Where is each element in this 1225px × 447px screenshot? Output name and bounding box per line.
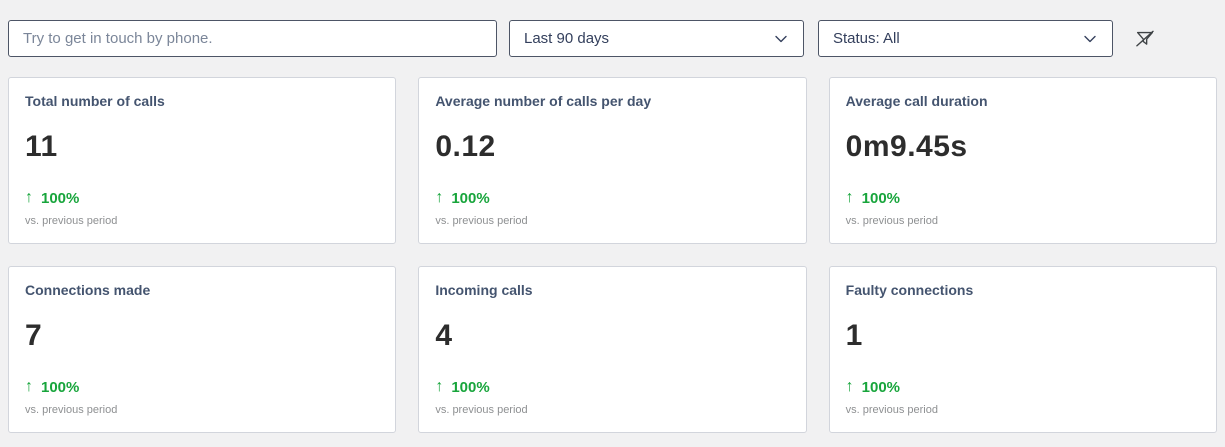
stat-card-delta: ↑ 100% [846,378,1200,396]
stat-card-value: 0m9.45s [845,130,968,163]
arrow-up-icon: ↑ [25,189,33,206]
filter-toolbar: Last 90 days Status: All [0,0,1225,57]
stat-card-compare-label: vs. previous period [25,215,118,227]
stats-grid: Total number of calls 11 ↑ 100% vs. prev… [8,77,1217,433]
stat-card-compare-label: vs. previous period [435,215,528,227]
chevron-down-icon [775,35,787,42]
filter-off-icon [1136,30,1154,46]
stat-card-avg-call-duration: Average call duration 0m9.45s ↑ 100% vs.… [828,77,1217,244]
arrow-up-icon: ↑ [845,378,854,395]
stat-card-delta: ↑ 100% [25,378,379,396]
stat-card-title: Total number of calls [25,93,165,109]
stat-card-value: 7 [25,319,43,352]
stat-card-compare-label: vs. previous period [435,404,528,416]
arrow-up-icon: ↑ [25,378,33,395]
stat-card-connections-made: Connections made 7 ↑ 100% vs. previous p… [8,266,397,433]
stat-card-delta-value: 100% [861,189,901,207]
arrow-up-icon: ↑ [435,189,444,206]
stat-card-delta-value: 100% [41,378,80,396]
stat-card-delta: ↑ 100% [25,189,379,207]
stat-card-delta-value: 100% [451,189,490,207]
stat-card-value: 4 [435,319,453,352]
stat-card-compare-label: vs. previous period [845,215,938,227]
arrow-up-icon: ↑ [845,189,854,206]
stat-card-delta: ↑ 100% [435,189,789,207]
stat-card-avg-calls-per-day: Average number of calls per day 0.12 ↑ 1… [418,77,807,244]
stat-card-delta: ↑ 100% [846,189,1200,207]
stat-card-value: 1 [845,319,863,352]
status-select-value: Status: All [833,30,900,47]
stat-card-delta-value: 100% [41,189,80,207]
stat-card-faulty-connections: Faulty connections 1 ↑ 100% vs. previous… [828,266,1217,433]
stat-card-compare-label: vs. previous period [845,404,938,416]
search-input[interactable] [8,20,497,57]
clear-filters-button[interactable] [1130,24,1160,54]
stat-card-delta-value: 100% [451,378,490,396]
stat-card-title: Faulty connections [845,282,974,298]
stat-card-value: 11 [25,130,58,163]
stat-card-title: Average number of calls per day [435,93,652,109]
stat-card-title: Average call duration [845,93,988,109]
chevron-down-icon [1084,35,1096,42]
arrow-up-icon: ↑ [435,378,444,395]
stat-card-total-calls: Total number of calls 11 ↑ 100% vs. prev… [8,77,397,244]
stat-card-title: Incoming calls [435,282,533,298]
period-select[interactable]: Last 90 days [509,20,804,57]
stat-card-delta: ↑ 100% [435,378,789,396]
stat-card-compare-label: vs. previous period [25,404,118,416]
stat-card-title: Connections made [25,282,151,298]
stat-card-incoming-calls: Incoming calls 4 ↑ 100% vs. previous per… [418,266,807,433]
stat-card-value: 0.12 [435,130,496,163]
period-select-value: Last 90 days [524,30,610,47]
status-select[interactable]: Status: All [818,20,1113,57]
stat-card-delta-value: 100% [861,378,901,396]
